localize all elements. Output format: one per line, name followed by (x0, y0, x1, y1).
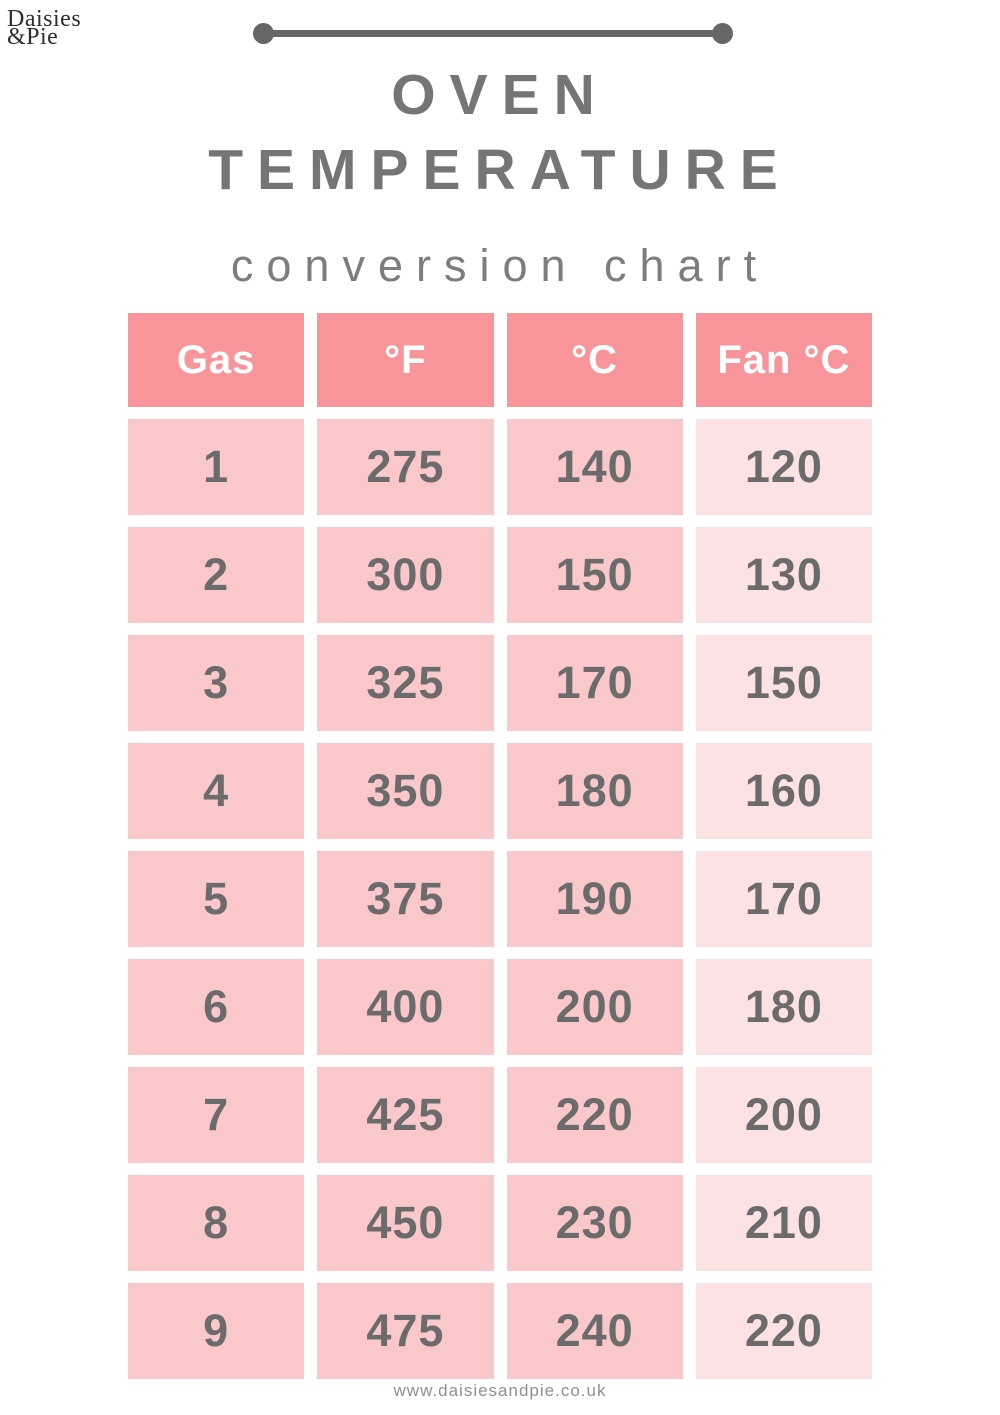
table-cell-r3-c1: 350 (317, 743, 494, 839)
table-cell-r0-c3: 120 (695, 419, 872, 515)
table-cell-r2-c0: 3 (128, 635, 305, 731)
table-cell-r4-c0: 5 (128, 851, 305, 947)
table-cell-r2-c1: 325 (317, 635, 494, 731)
table-cell-r1-c1: 300 (317, 527, 494, 623)
header-cell-0: Gas (128, 313, 305, 407)
table-cell-r8-c3: 220 (695, 1283, 872, 1379)
rule-right-dot-icon (712, 23, 733, 44)
conversion-table: Gas °F °C Fan °C 1 275 140 120 2 300 150 130 3 325 170… (128, 313, 872, 1379)
table-cell-r8-c2: 240 (506, 1283, 683, 1379)
rule-bar (262, 30, 724, 37)
table-cell-r1-c0: 2 (128, 527, 305, 623)
footer-url: www.daisiesandpie.co.uk (393, 1381, 607, 1400)
table-cell-r5-c0: 6 (128, 959, 305, 1055)
table-cell-r0-c2: 140 (506, 419, 683, 515)
table-cell-r6-c3: 200 (695, 1067, 872, 1163)
decorative-rule (253, 23, 733, 44)
header-cell-1: °F (317, 313, 494, 407)
table-cell-r1-c3: 130 (695, 527, 872, 623)
table-cell-r7-c0: 8 (128, 1175, 305, 1271)
header-cell-2: °C (506, 313, 683, 407)
table-cell-r5-c1: 400 (317, 959, 494, 1055)
table-cell-r3-c2: 180 (506, 743, 683, 839)
table-cell-r7-c2: 230 (506, 1175, 683, 1271)
table-cell-r1-c2: 150 (506, 527, 683, 623)
logo-line1: Daisies (7, 6, 82, 32)
table-cell-r4-c2: 190 (506, 851, 683, 947)
table-cell-r7-c1: 450 (317, 1175, 494, 1271)
table-cell-r2-c3: 150 (695, 635, 872, 731)
table-cell-r6-c2: 220 (506, 1067, 683, 1163)
table-cell-r4-c3: 170 (695, 851, 872, 947)
table-cell-r8-c0: 9 (128, 1283, 305, 1379)
table-cell-r6-c0: 7 (128, 1067, 305, 1163)
table-cell-r0-c0: 1 (128, 419, 305, 515)
table-cell-r6-c1: 425 (317, 1067, 494, 1163)
table-cell-r5-c2: 200 (506, 959, 683, 1055)
page-title-line2: TEMPERATURE (208, 138, 792, 202)
page-title: OVEN TEMPERATURE (0, 58, 1000, 208)
table-cell-r3-c0: 4 (128, 743, 305, 839)
table-cell-r4-c1: 375 (317, 851, 494, 947)
table-cell-r5-c3: 180 (695, 959, 872, 1055)
table-cell-r2-c2: 170 (506, 635, 683, 731)
brand-logo: Daisies &Pie (7, 6, 82, 50)
logo-line2: &Pie (7, 24, 59, 50)
table-cell-r8-c1: 475 (317, 1283, 494, 1379)
header-cell-3: Fan °C (695, 313, 872, 407)
table-cell-r0-c1: 275 (317, 419, 494, 515)
page-subtitle: conversion chart (230, 240, 770, 291)
table-cell-r3-c3: 160 (695, 743, 872, 839)
table-cell-r7-c3: 210 (695, 1175, 872, 1271)
page-title-line1: OVEN (391, 63, 609, 127)
